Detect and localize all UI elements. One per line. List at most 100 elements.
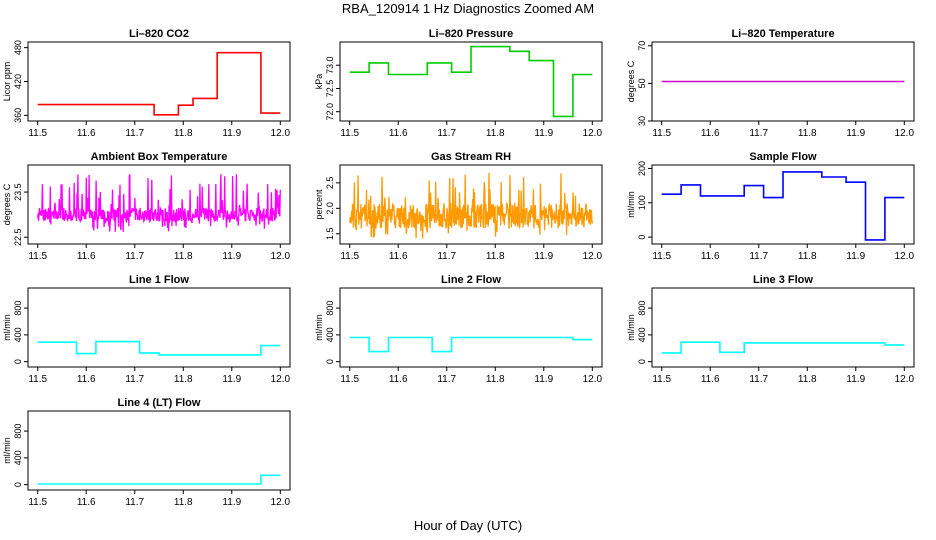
x-tick-label: 11.6 [77, 128, 96, 139]
y-axis-label: ml/min [626, 191, 636, 218]
y-tick-label: 400 [13, 450, 23, 465]
series-line [37, 174, 281, 232]
y-tick-label: 72.0 [325, 103, 335, 121]
x-tick-label: 11.9 [222, 374, 241, 385]
y-tick-label: 0 [325, 359, 335, 364]
figure-xlabel: Hour of Day (UTC) [414, 518, 522, 533]
panel-title: Sample Flow [749, 151, 817, 163]
x-tick-label: 11.8 [798, 128, 817, 139]
y-tick-label: 0 [637, 359, 647, 364]
y-tick-label: 2.5 [325, 177, 335, 190]
x-tick-label: 11.7 [437, 374, 456, 385]
panel-title: Li–820 Pressure [429, 28, 513, 40]
y-axis-label: ml/min [626, 314, 636, 341]
y-tick-label: 1.5 [325, 228, 335, 241]
x-tick-label: 11.8 [174, 128, 193, 139]
plot-frame [27, 164, 291, 245]
x-tick-label: 11.5 [28, 251, 47, 262]
y-tick-label: 70 [637, 41, 647, 51]
panel-6: Sample Flow ml/min 11.5 11.6 11.7 11.8 11.9 12.… [626, 151, 915, 262]
panel-2: Li–820 Pressure kPa 11.5 11.6 11.7 11.8 11.9 12… [314, 28, 603, 139]
x-tick-label: 11.6 [389, 374, 408, 385]
x-tick-label: 11.6 [701, 374, 720, 385]
y-axis-label: ml/min [2, 437, 12, 464]
y-tick-label: 400 [637, 327, 647, 342]
y-tick-label: 480 [13, 40, 23, 55]
x-tick-label: 11.8 [174, 251, 193, 262]
series-line [661, 171, 905, 241]
x-tick-label: 11.9 [534, 128, 553, 139]
x-tick-label: 12.0 [583, 374, 603, 385]
x-tick-label: 11.5 [652, 374, 671, 385]
x-tick-label: 11.6 [389, 128, 408, 139]
y-tick-label: 72.5 [325, 80, 335, 98]
panel-title: Li–820 Temperature [731, 28, 834, 40]
x-tick-label: 11.6 [701, 251, 720, 262]
series-line [37, 340, 281, 356]
x-tick-label: 11.9 [846, 251, 865, 262]
x-tick-label: 12.0 [271, 128, 291, 139]
x-tick-label: 11.8 [486, 374, 505, 385]
x-tick-label: 12.0 [583, 251, 603, 262]
y-tick-label: 100 [637, 195, 647, 210]
panel-1: Li–820 CO2 Licor ppm 11.5 11.6 11.7 11.8 11.9 1… [2, 28, 291, 139]
plot-frame [651, 164, 915, 245]
x-tick-label: 12.0 [895, 251, 915, 262]
panel-title: Line 2 Flow [441, 274, 501, 286]
y-tick-label: 800 [637, 301, 647, 316]
plot-frame [339, 164, 603, 245]
x-tick-label: 11.7 [437, 128, 456, 139]
y-tick-label: 0 [13, 359, 23, 364]
y-tick-label: 30 [637, 116, 647, 126]
x-tick-label: 11.7 [125, 128, 144, 139]
x-tick-label: 11.6 [77, 497, 96, 508]
figure-title: RBA_120914 1 Hz Diagnostics Zoomed AM [342, 1, 594, 16]
plot-frame [339, 287, 603, 368]
y-tick-label: 400 [325, 327, 335, 342]
x-tick-label: 11.5 [652, 128, 671, 139]
x-tick-label: 11.8 [798, 251, 817, 262]
x-tick-label: 12.0 [271, 497, 291, 508]
x-tick-label: 11.9 [222, 497, 241, 508]
y-axis-label: degrees C [2, 183, 12, 225]
x-tick-label: 11.9 [222, 128, 241, 139]
series-line [661, 341, 905, 354]
x-tick-label: 11.8 [174, 497, 193, 508]
x-tick-label: 11.8 [486, 128, 505, 139]
panel-8: Line 2 Flow ml/min 11.5 11.6 11.7 11.8 11.9 12.… [314, 274, 603, 385]
x-tick-label: 11.5 [340, 128, 359, 139]
x-tick-label: 11.7 [749, 374, 768, 385]
plot-frame [27, 287, 291, 368]
panel-title: Li–820 CO2 [129, 28, 189, 40]
x-tick-label: 11.7 [125, 251, 144, 262]
panel-title: Ambient Box Temperature [91, 151, 228, 163]
x-tick-label: 12.0 [895, 374, 915, 385]
x-tick-label: 11.5 [340, 251, 359, 262]
x-tick-label: 11.7 [125, 497, 144, 508]
panel-5: Gas Stream RH percent 11.5 11.6 11.7 11.8 11.9… [314, 151, 603, 262]
x-tick-label: 11.6 [389, 251, 408, 262]
y-tick-label: 400 [13, 327, 23, 342]
x-tick-label: 11.7 [125, 374, 144, 385]
x-tick-label: 11.5 [340, 374, 359, 385]
panel-title: Line 3 Flow [753, 274, 813, 286]
x-tick-label: 11.5 [28, 374, 47, 385]
series-line [349, 336, 593, 353]
y-tick-label: 0 [637, 235, 647, 240]
x-tick-label: 11.9 [534, 251, 553, 262]
y-tick-label: 360 [13, 108, 23, 123]
plot-frame [651, 287, 915, 368]
panel-title: Gas Stream RH [431, 151, 511, 163]
x-tick-label: 11.9 [846, 374, 865, 385]
x-tick-label: 11.6 [77, 251, 96, 262]
x-tick-label: 11.9 [846, 128, 865, 139]
panel-9: Line 3 Flow ml/min 11.5 11.6 11.7 11.8 11.9 12.… [626, 274, 915, 385]
y-axis-label: Licor ppm [2, 62, 12, 102]
x-tick-label: 12.0 [271, 374, 291, 385]
y-tick-label: 2.0 [325, 202, 335, 215]
x-tick-label: 12.0 [583, 128, 603, 139]
plot-frame [27, 41, 291, 122]
x-tick-label: 11.6 [701, 128, 720, 139]
x-tick-label: 11.5 [28, 128, 47, 139]
